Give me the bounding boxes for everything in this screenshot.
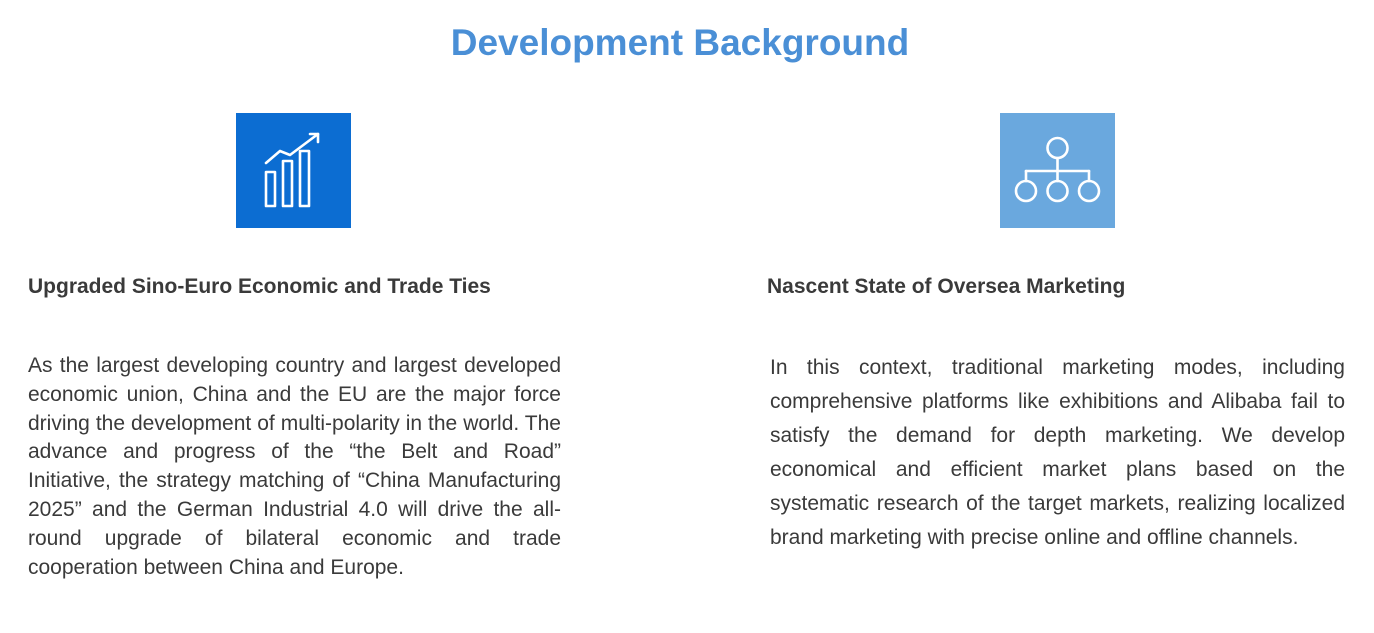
hierarchy-network-icon-tile — [1000, 113, 1115, 228]
hierarchy-network-icon — [1014, 136, 1101, 203]
page-title: Development Background — [450, 22, 910, 63]
column-body-oversea-marketing: In this context, traditional marketing m… — [770, 356, 1345, 549]
growth-chart-icon-tile — [236, 113, 351, 228]
column-heading-oversea-marketing: Nascent State of Oversea Marketing — [767, 275, 1126, 298]
growth-chart-icon — [264, 132, 320, 208]
column-heading-economic-ties: Upgraded Sino-Euro Economic and Trade Ti… — [28, 275, 491, 298]
column-body-economic-ties: As the largest developing country and la… — [28, 354, 561, 579]
